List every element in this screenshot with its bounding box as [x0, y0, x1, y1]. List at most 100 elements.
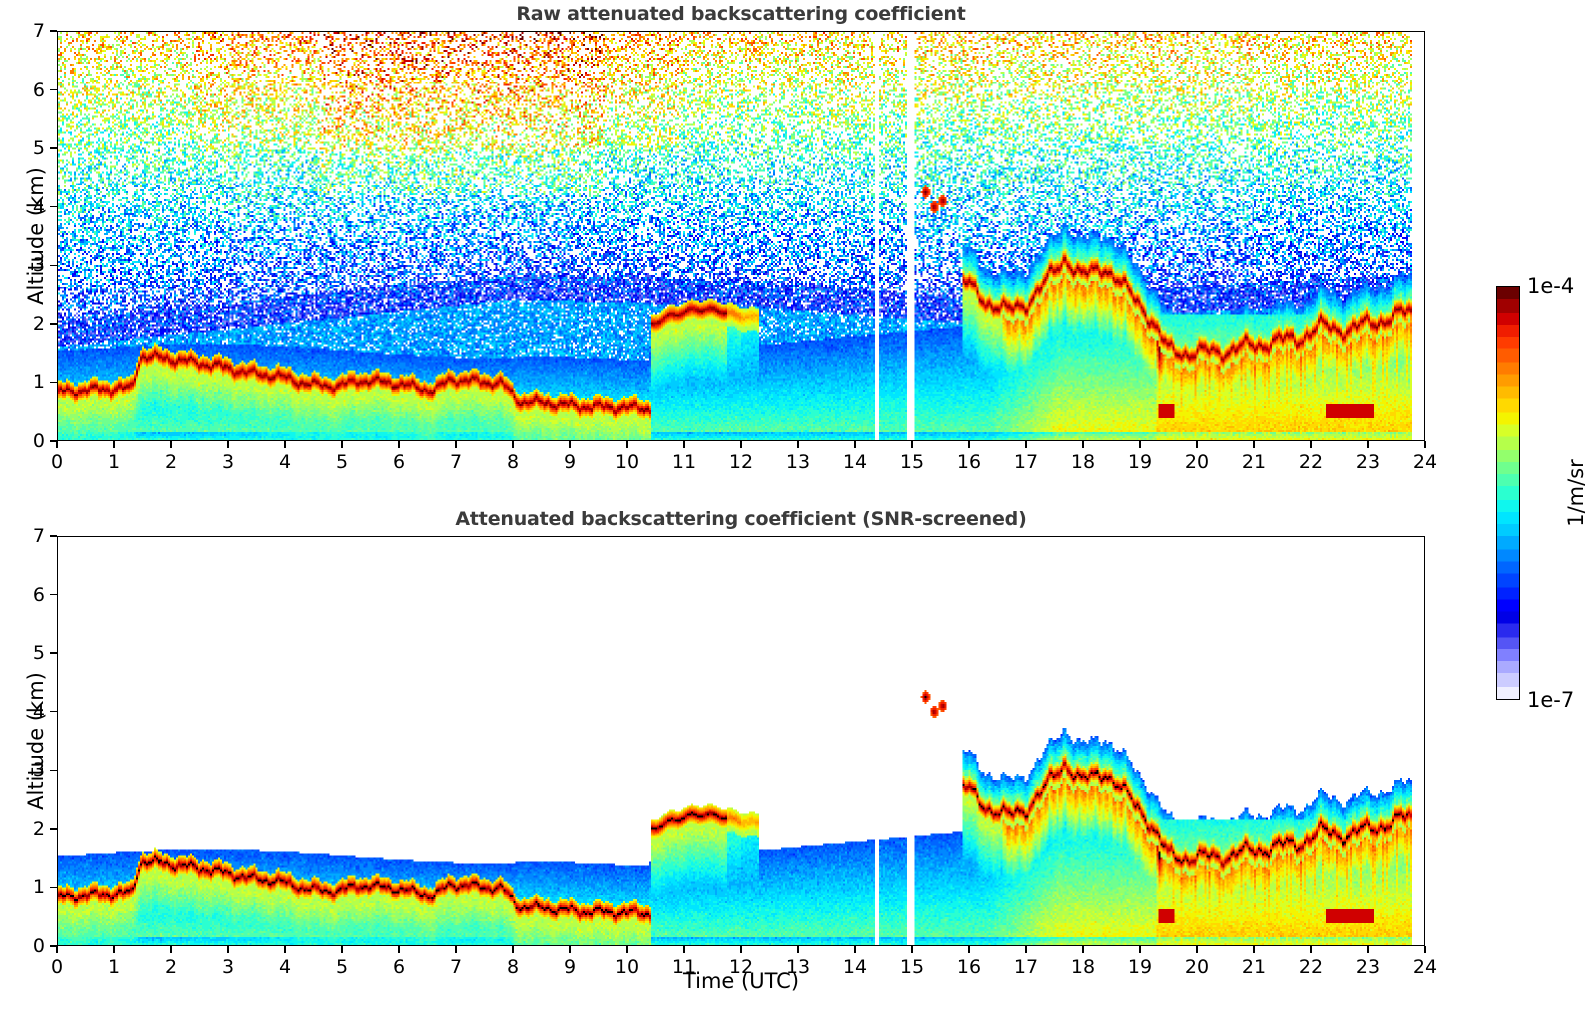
x-tick-mark: [113, 441, 115, 448]
x-tick-label: 2: [164, 451, 178, 473]
x-tick-mark: [1253, 441, 1255, 448]
x-tick-mark: [1367, 946, 1369, 953]
x-tick-mark: [455, 441, 457, 448]
colorbar-max-label: 1e-4: [1527, 274, 1575, 298]
x-tick-label: 16: [956, 451, 982, 473]
x-tick-mark: [227, 441, 229, 448]
x-tick-mark: [683, 946, 685, 953]
x-tick-label: 11: [671, 956, 697, 978]
x-tick-label: 5: [335, 956, 349, 978]
y-axis-label-screened: Altitude (km): [24, 672, 48, 810]
y-tick-label: 3: [32, 254, 45, 277]
y-tick-mark: [50, 147, 57, 149]
y-tick-label: 1: [32, 876, 45, 899]
y-tick-label: 2: [32, 312, 45, 335]
y-tick-label: 5: [32, 642, 45, 665]
colorbar-canvas: [1497, 287, 1519, 699]
x-tick-mark: [968, 946, 970, 953]
x-tick-label: 22: [1298, 956, 1324, 978]
x-tick-label: 17: [1013, 956, 1039, 978]
x-tick-mark: [170, 946, 172, 953]
x-tick-mark: [1139, 441, 1141, 448]
y-tick-mark: [50, 828, 57, 830]
colorbar-min-label: 1e-7: [1527, 688, 1575, 712]
y-tick-mark: [50, 440, 57, 442]
y-tick-mark: [50, 323, 57, 325]
y-tick-label: 4: [32, 195, 45, 218]
x-tick-mark: [1196, 441, 1198, 448]
x-tick-mark: [284, 441, 286, 448]
y-tick-mark: [50, 711, 57, 713]
x-tick-label: 13: [785, 956, 811, 978]
x-tick-mark: [1310, 946, 1312, 953]
y-tick-label: 4: [32, 700, 45, 723]
x-tick-mark: [968, 441, 970, 448]
x-tick-label: 14: [842, 956, 868, 978]
x-tick-mark: [341, 441, 343, 448]
x-tick-label: 9: [563, 956, 577, 978]
y-tick-mark: [50, 30, 57, 32]
x-tick-label: 13: [785, 451, 811, 473]
x-tick-label: 19: [1127, 451, 1153, 473]
plot-area-screened[interactable]: [57, 536, 1425, 946]
x-tick-label: 21: [1241, 451, 1267, 473]
x-tick-label: 14: [842, 451, 868, 473]
x-tick-mark: [740, 441, 742, 448]
y-tick-mark: [50, 652, 57, 654]
x-tick-mark: [1424, 946, 1426, 953]
x-tick-mark: [341, 946, 343, 953]
x-tick-label: 23: [1355, 451, 1381, 473]
x-tick-label: 0: [50, 451, 64, 473]
x-tick-label: 4: [278, 451, 292, 473]
x-tick-mark: [398, 441, 400, 448]
x-tick-label: 6: [392, 451, 406, 473]
y-tick-mark: [50, 264, 57, 266]
x-tick-label: 24: [1412, 451, 1438, 473]
x-tick-label: 10: [614, 451, 640, 473]
x-tick-label: 1: [107, 451, 121, 473]
x-tick-mark: [512, 946, 514, 953]
x-tick-label: 10: [614, 956, 640, 978]
x-tick-label: 7: [449, 451, 463, 473]
x-tick-mark: [1196, 946, 1198, 953]
x-tick-label: 3: [221, 451, 235, 473]
y-tick-label: 1: [32, 371, 45, 394]
x-tick-label: 11: [671, 451, 697, 473]
x-tick-label: 18: [1070, 451, 1096, 473]
x-tick-label: 1: [107, 956, 121, 978]
y-tick-mark: [50, 769, 57, 771]
x-tick-label: 20: [1184, 956, 1210, 978]
x-tick-mark: [1082, 946, 1084, 953]
x-tick-mark: [455, 946, 457, 953]
x-tick-label: 2: [164, 956, 178, 978]
y-tick-mark: [50, 206, 57, 208]
x-tick-mark: [626, 946, 628, 953]
x-tick-label: 23: [1355, 956, 1381, 978]
x-tick-mark: [284, 946, 286, 953]
x-tick-mark: [683, 441, 685, 448]
x-tick-mark: [740, 946, 742, 953]
x-tick-label: 5: [335, 451, 349, 473]
x-tick-label: 21: [1241, 956, 1267, 978]
y-tick-mark: [50, 886, 57, 889]
x-axis-label: Time (UTC): [682, 969, 800, 993]
heatmap-canvas-screened: [58, 537, 1424, 945]
x-tick-label: 12: [728, 956, 754, 978]
y-tick-label: 7: [32, 525, 45, 547]
panel-title-raw: Raw attenuated backscattering coefficien…: [516, 3, 966, 25]
x-tick-mark: [398, 946, 400, 953]
y-tick-label: 0: [32, 430, 45, 452]
panel-title-screened: Attenuated backscattering coefficient (S…: [455, 508, 1027, 530]
colorbar-unit-label: 1/m/sr: [1564, 459, 1588, 527]
colorbar: [1496, 286, 1520, 700]
y-tick-mark: [50, 381, 57, 384]
x-tick-label: 24: [1412, 956, 1438, 978]
x-tick-mark: [512, 441, 514, 448]
y-axis-label-raw: Altitude (km): [24, 167, 48, 305]
x-tick-mark: [569, 441, 571, 448]
plot-area-raw[interactable]: [57, 31, 1425, 441]
x-tick-label: 12: [728, 451, 754, 473]
x-tick-mark: [56, 946, 58, 953]
x-tick-label: 19: [1127, 956, 1153, 978]
